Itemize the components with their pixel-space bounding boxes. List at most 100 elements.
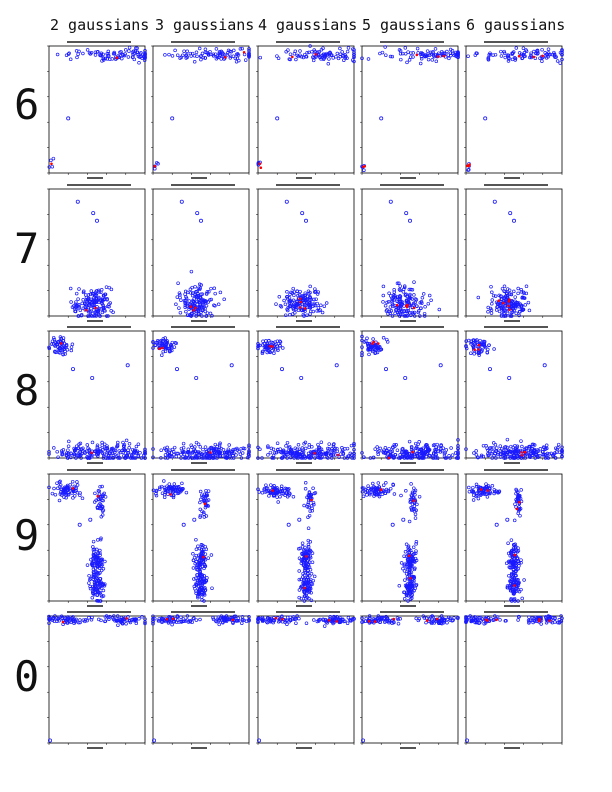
data-point <box>419 56 424 61</box>
data-point <box>167 52 171 57</box>
data-point <box>492 453 496 458</box>
data-point <box>552 50 556 55</box>
data-point <box>366 57 371 61</box>
data-point <box>57 346 62 351</box>
data-point-outlier <box>403 375 408 380</box>
data-point <box>219 49 224 54</box>
data-point <box>247 47 251 51</box>
gaussian-center <box>327 619 331 622</box>
data-point <box>486 453 490 458</box>
panel-6-2 <box>47 41 147 179</box>
data-point <box>256 344 260 349</box>
data-point <box>167 346 171 351</box>
data-point <box>196 286 201 290</box>
data-point <box>453 52 458 57</box>
data-point <box>409 287 413 292</box>
data-point <box>271 453 276 458</box>
data-point <box>362 340 367 344</box>
data-point <box>261 349 265 353</box>
data-point <box>247 443 251 448</box>
x-caption-mark <box>87 177 103 179</box>
data-point <box>346 454 350 458</box>
data-point <box>360 338 364 343</box>
data-point <box>464 344 468 348</box>
gaussian-center <box>84 308 88 312</box>
data-point <box>247 52 251 57</box>
data-point <box>466 54 470 58</box>
plot-frame <box>465 188 563 317</box>
plot-caption-mark <box>67 469 131 471</box>
data-point <box>179 298 183 302</box>
data-point <box>526 300 531 305</box>
data-point-outlier <box>300 211 305 216</box>
data-point <box>489 284 493 289</box>
data-point <box>523 303 528 307</box>
data-point <box>502 456 506 460</box>
data-point <box>138 451 142 455</box>
data-point <box>268 450 273 455</box>
points-layer <box>360 334 460 460</box>
data-point <box>411 311 415 316</box>
gaussian-center <box>158 347 161 351</box>
data-point <box>185 304 189 309</box>
gaussian-center <box>517 54 521 58</box>
data-point <box>75 480 79 484</box>
data-point <box>533 56 538 60</box>
data-point <box>496 451 500 455</box>
data-point <box>329 453 334 457</box>
data-point <box>483 345 488 350</box>
data-point <box>485 446 489 450</box>
data-point <box>111 310 115 315</box>
data-point <box>277 295 282 299</box>
data-point <box>311 58 316 63</box>
data-point-outlier <box>492 199 497 204</box>
data-point <box>456 438 460 442</box>
data-point <box>105 450 109 455</box>
data-point <box>499 294 503 298</box>
data-point <box>98 53 102 57</box>
data-point <box>102 442 107 447</box>
data-point <box>269 446 274 451</box>
data-point <box>62 347 66 351</box>
data-point <box>77 49 81 54</box>
data-point <box>74 444 79 448</box>
data-point-outlier <box>438 363 443 368</box>
data-point <box>235 448 240 452</box>
plot-caption-mark <box>380 611 444 613</box>
data-point <box>331 56 335 60</box>
data-point <box>512 56 517 60</box>
points-layer <box>256 338 356 460</box>
data-point <box>400 447 404 452</box>
data-point <box>195 302 200 307</box>
data-point <box>234 52 239 57</box>
column-header-6: 6 gaussians <box>466 16 566 34</box>
data-point <box>388 54 393 59</box>
data-point <box>306 451 311 456</box>
data-point <box>92 451 96 456</box>
data-point <box>196 449 201 454</box>
data-point <box>81 306 86 310</box>
data-point <box>69 348 74 353</box>
data-point <box>502 314 506 318</box>
gaussian-center <box>165 617 169 621</box>
data-point <box>338 46 342 51</box>
data-point <box>516 451 520 455</box>
data-point <box>86 296 91 301</box>
data-point <box>317 309 321 313</box>
data-point <box>412 453 416 457</box>
data-point <box>418 61 423 66</box>
points-layer <box>47 479 108 603</box>
data-point <box>67 51 71 56</box>
data-point <box>475 344 480 349</box>
data-point <box>72 452 77 457</box>
data-point <box>66 448 70 452</box>
data-point <box>74 291 79 296</box>
data-point <box>212 286 217 291</box>
data-point <box>56 455 60 459</box>
data-point <box>373 447 377 451</box>
data-point <box>193 284 197 289</box>
data-point <box>202 453 206 458</box>
data-point <box>493 52 498 57</box>
data-point <box>409 444 414 449</box>
